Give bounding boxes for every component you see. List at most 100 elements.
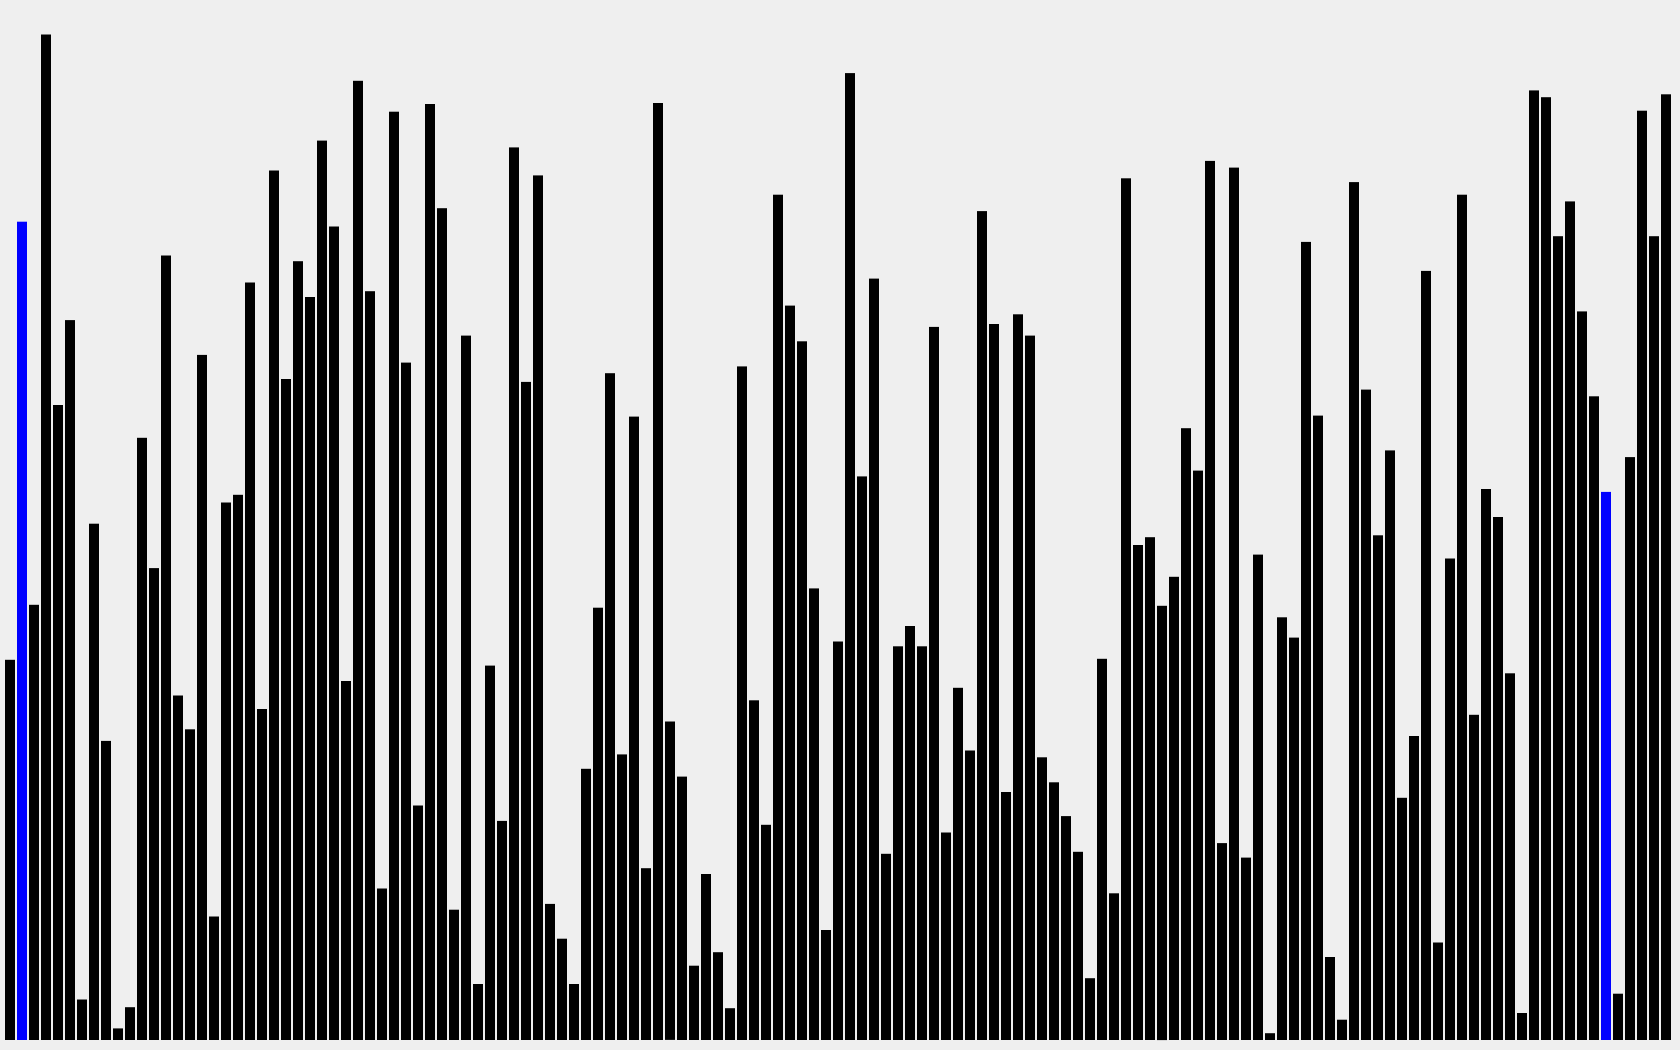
bar: [845, 73, 855, 1041]
bar: [581, 768, 591, 1040]
bar: [413, 805, 423, 1040]
bar: [869, 278, 879, 1041]
bar: [77, 999, 87, 1040]
bar: [461, 335, 471, 1041]
bar: [1301, 241, 1311, 1040]
bar: [893, 646, 903, 1040]
bar: [1313, 415, 1323, 1041]
bar: [1073, 851, 1083, 1040]
bar: [1109, 893, 1119, 1040]
bar: [1181, 428, 1191, 1040]
bar: [1229, 167, 1239, 1041]
bar-highlighted: [17, 221, 27, 1040]
bar: [533, 175, 543, 1040]
bar: [125, 1007, 135, 1040]
bar: [905, 626, 915, 1040]
bar: [485, 665, 495, 1040]
bar: [989, 324, 999, 1040]
bar: [1433, 942, 1443, 1040]
bar: [1193, 470, 1203, 1041]
bar: [317, 140, 327, 1041]
bar: [209, 916, 219, 1040]
bar: [773, 194, 783, 1040]
bar: [665, 721, 675, 1040]
bar: [677, 776, 687, 1040]
bar: [1649, 236, 1659, 1040]
bar: [353, 80, 363, 1041]
bar: [821, 930, 831, 1040]
bar: [917, 646, 927, 1040]
bar: [1217, 843, 1227, 1040]
bar: [605, 373, 615, 1040]
bar: [1373, 535, 1383, 1040]
bar: [545, 903, 555, 1040]
bar: [377, 888, 387, 1040]
bar: [89, 523, 99, 1040]
bar: [173, 695, 183, 1040]
bar: [941, 832, 951, 1040]
bar: [1565, 201, 1575, 1040]
bar: [953, 687, 963, 1040]
bar: [1025, 335, 1035, 1041]
bar: [1445, 558, 1455, 1040]
bar: [1469, 714, 1479, 1040]
bar: [161, 255, 171, 1040]
bar: [1013, 314, 1023, 1040]
bar: [1349, 182, 1359, 1041]
bar: [929, 326, 939, 1040]
bar: [521, 381, 531, 1040]
bar: [29, 604, 39, 1040]
bar: [857, 476, 867, 1040]
bar: [965, 750, 975, 1040]
bar: [1589, 396, 1599, 1040]
bar: [473, 984, 483, 1040]
bar: [1241, 857, 1251, 1040]
bar: [1001, 792, 1011, 1040]
bar: [1145, 537, 1155, 1040]
bar: [65, 320, 75, 1041]
bar: [1097, 658, 1107, 1040]
bar: [245, 282, 255, 1040]
bar: [221, 502, 231, 1040]
bar: [1613, 993, 1623, 1040]
bar: [725, 1008, 735, 1040]
bar: [449, 909, 459, 1040]
bar: [1337, 1019, 1347, 1040]
bar: [53, 405, 63, 1040]
bar: [1121, 178, 1131, 1041]
bar: [185, 729, 195, 1040]
bar: [1085, 978, 1095, 1040]
bar: [1049, 782, 1059, 1040]
bar: [629, 416, 639, 1041]
bar: [689, 965, 699, 1040]
bar: [701, 874, 711, 1040]
bar: [1169, 576, 1179, 1040]
bar: [1325, 957, 1335, 1040]
bar: [1133, 545, 1143, 1040]
bar: [641, 868, 651, 1040]
bar: [437, 208, 447, 1040]
bar: [809, 588, 819, 1040]
bar: [557, 938, 567, 1040]
bar: [1205, 160, 1215, 1040]
bar: [1253, 554, 1263, 1040]
bar: [1277, 617, 1287, 1040]
bar: [233, 494, 243, 1040]
bar: [617, 754, 627, 1040]
bar: [1289, 637, 1299, 1040]
bar: [149, 568, 159, 1040]
bar: [509, 147, 519, 1040]
bar: [1577, 311, 1587, 1040]
bar: [1553, 236, 1563, 1040]
bar: [101, 740, 111, 1040]
bar: [497, 820, 507, 1040]
bar: [1529, 90, 1539, 1040]
bar: [1385, 450, 1395, 1040]
bar: [389, 111, 399, 1040]
bar: [1541, 97, 1551, 1040]
bar: [113, 1028, 123, 1040]
bar: [305, 297, 315, 1040]
bar: [1505, 673, 1515, 1040]
bar: [785, 305, 795, 1041]
